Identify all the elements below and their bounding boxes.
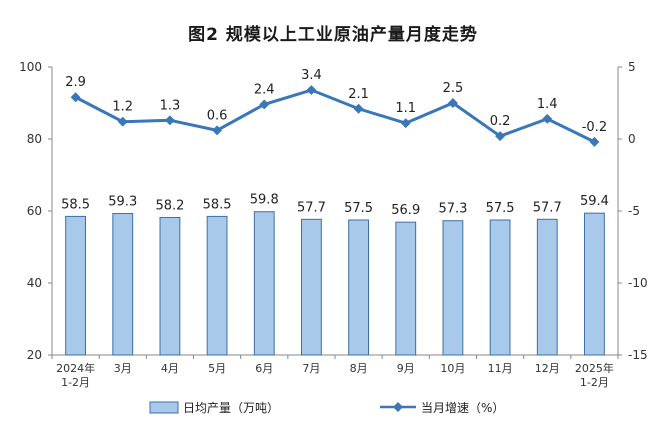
legend-line-label: 当月增速（%） (421, 401, 504, 415)
bar (584, 212, 605, 356)
bar-data-label: 56.9 (391, 203, 420, 218)
x-tick-label: 12月 (535, 362, 560, 375)
x-tick-label: 9月 (397, 362, 415, 375)
left-tick-label: 60 (27, 204, 42, 218)
line-data-label: 0.6 (207, 108, 228, 123)
left-tick-label: 20 (27, 348, 42, 362)
line-point (70, 92, 81, 103)
bar (348, 219, 369, 356)
chart-title: 图2 规模以上工业原油产量月度走势 (188, 25, 478, 45)
bar-data-label: 59.3 (108, 195, 137, 210)
x-tick-label: 4月 (161, 362, 179, 375)
line-point (353, 103, 364, 114)
bar (112, 213, 134, 356)
bar-data-label: 57.5 (486, 201, 515, 216)
line-data-label: 2.1 (348, 87, 369, 102)
bar (206, 215, 228, 356)
legend-bar-label: 日均产量（万吨） (183, 401, 279, 415)
bar (536, 218, 558, 356)
line-point (589, 136, 600, 147)
left-tick-label: 100 (19, 60, 42, 74)
x-tick-label: 11月 (488, 362, 513, 375)
bar-data-label: 57.7 (297, 200, 326, 215)
line-point (306, 85, 317, 95)
bar (395, 221, 417, 356)
x-tick-label: 2024年 (56, 361, 95, 375)
legend: 日均产量（万吨） 当月增速（%） (149, 401, 504, 415)
bar (159, 216, 181, 356)
line-point (212, 125, 223, 136)
line-data-label: 3.4 (301, 68, 322, 83)
right-tick-label: -5 (628, 204, 640, 218)
x-tick-label: 2025年 (575, 361, 614, 375)
right-tick-label: 0 (628, 132, 636, 146)
line-data-label: -0.2 (582, 120, 607, 135)
bar-data-label: 57.5 (344, 201, 373, 216)
right-tick-label: -15 (628, 348, 648, 362)
left-tick-label: 40 (27, 276, 42, 290)
line-point (400, 118, 411, 129)
line-data-label: 1.4 (537, 97, 558, 112)
x-tick-label: 3月 (114, 362, 132, 375)
bar-data-label: 57.3 (438, 202, 467, 217)
x-tick-label: 1-2月 (61, 376, 90, 389)
x-tick-label: 6月 (255, 362, 273, 375)
bar (301, 218, 322, 356)
data-labels: 58.5 59.3 58.2 58.5 59.8 57.7 57.5 56.9 57.3 57.5… (61, 68, 609, 218)
growth-line (74, 88, 596, 144)
x-tick-label: 5月 (208, 362, 226, 375)
bar-data-label: 59.8 (250, 193, 279, 208)
bar (489, 219, 511, 356)
x-tick-label: 7月 (302, 362, 320, 375)
legend-line-marker (393, 402, 403, 412)
right-tick-label: 5 (628, 60, 636, 74)
bar-data-label: 58.2 (155, 198, 184, 213)
right-tick-label: -10 (628, 276, 648, 290)
line-data-label: 0.2 (490, 114, 511, 129)
line-data-label: 2.9 (65, 75, 86, 90)
line-point (164, 115, 175, 126)
line-data-label: 2.5 (443, 81, 464, 96)
line-data-label: 1.1 (395, 101, 416, 116)
bar-data-label: 57.7 (533, 200, 562, 215)
line-point (542, 113, 553, 124)
line-data-label: 1.2 (112, 100, 133, 115)
bar (253, 211, 275, 356)
x-tick-label: 1-2月 (580, 376, 609, 389)
bar-data-label: 58.5 (203, 197, 232, 212)
bar (65, 215, 86, 356)
line-point (117, 116, 128, 127)
left-tick-label: 80 (27, 132, 42, 146)
bar-series (65, 211, 605, 356)
line-data-label: 1.3 (160, 98, 181, 113)
x-tick-label: 8月 (350, 362, 368, 375)
line-point (495, 131, 506, 142)
bar (442, 220, 464, 356)
legend-bar-swatch (149, 401, 179, 414)
bar-data-label: 59.4 (580, 194, 609, 209)
x-tick-label: 10月 (440, 362, 465, 375)
line-data-label: 2.4 (254, 82, 275, 97)
bar-data-label: 58.5 (61, 197, 90, 212)
line-series (70, 85, 600, 147)
